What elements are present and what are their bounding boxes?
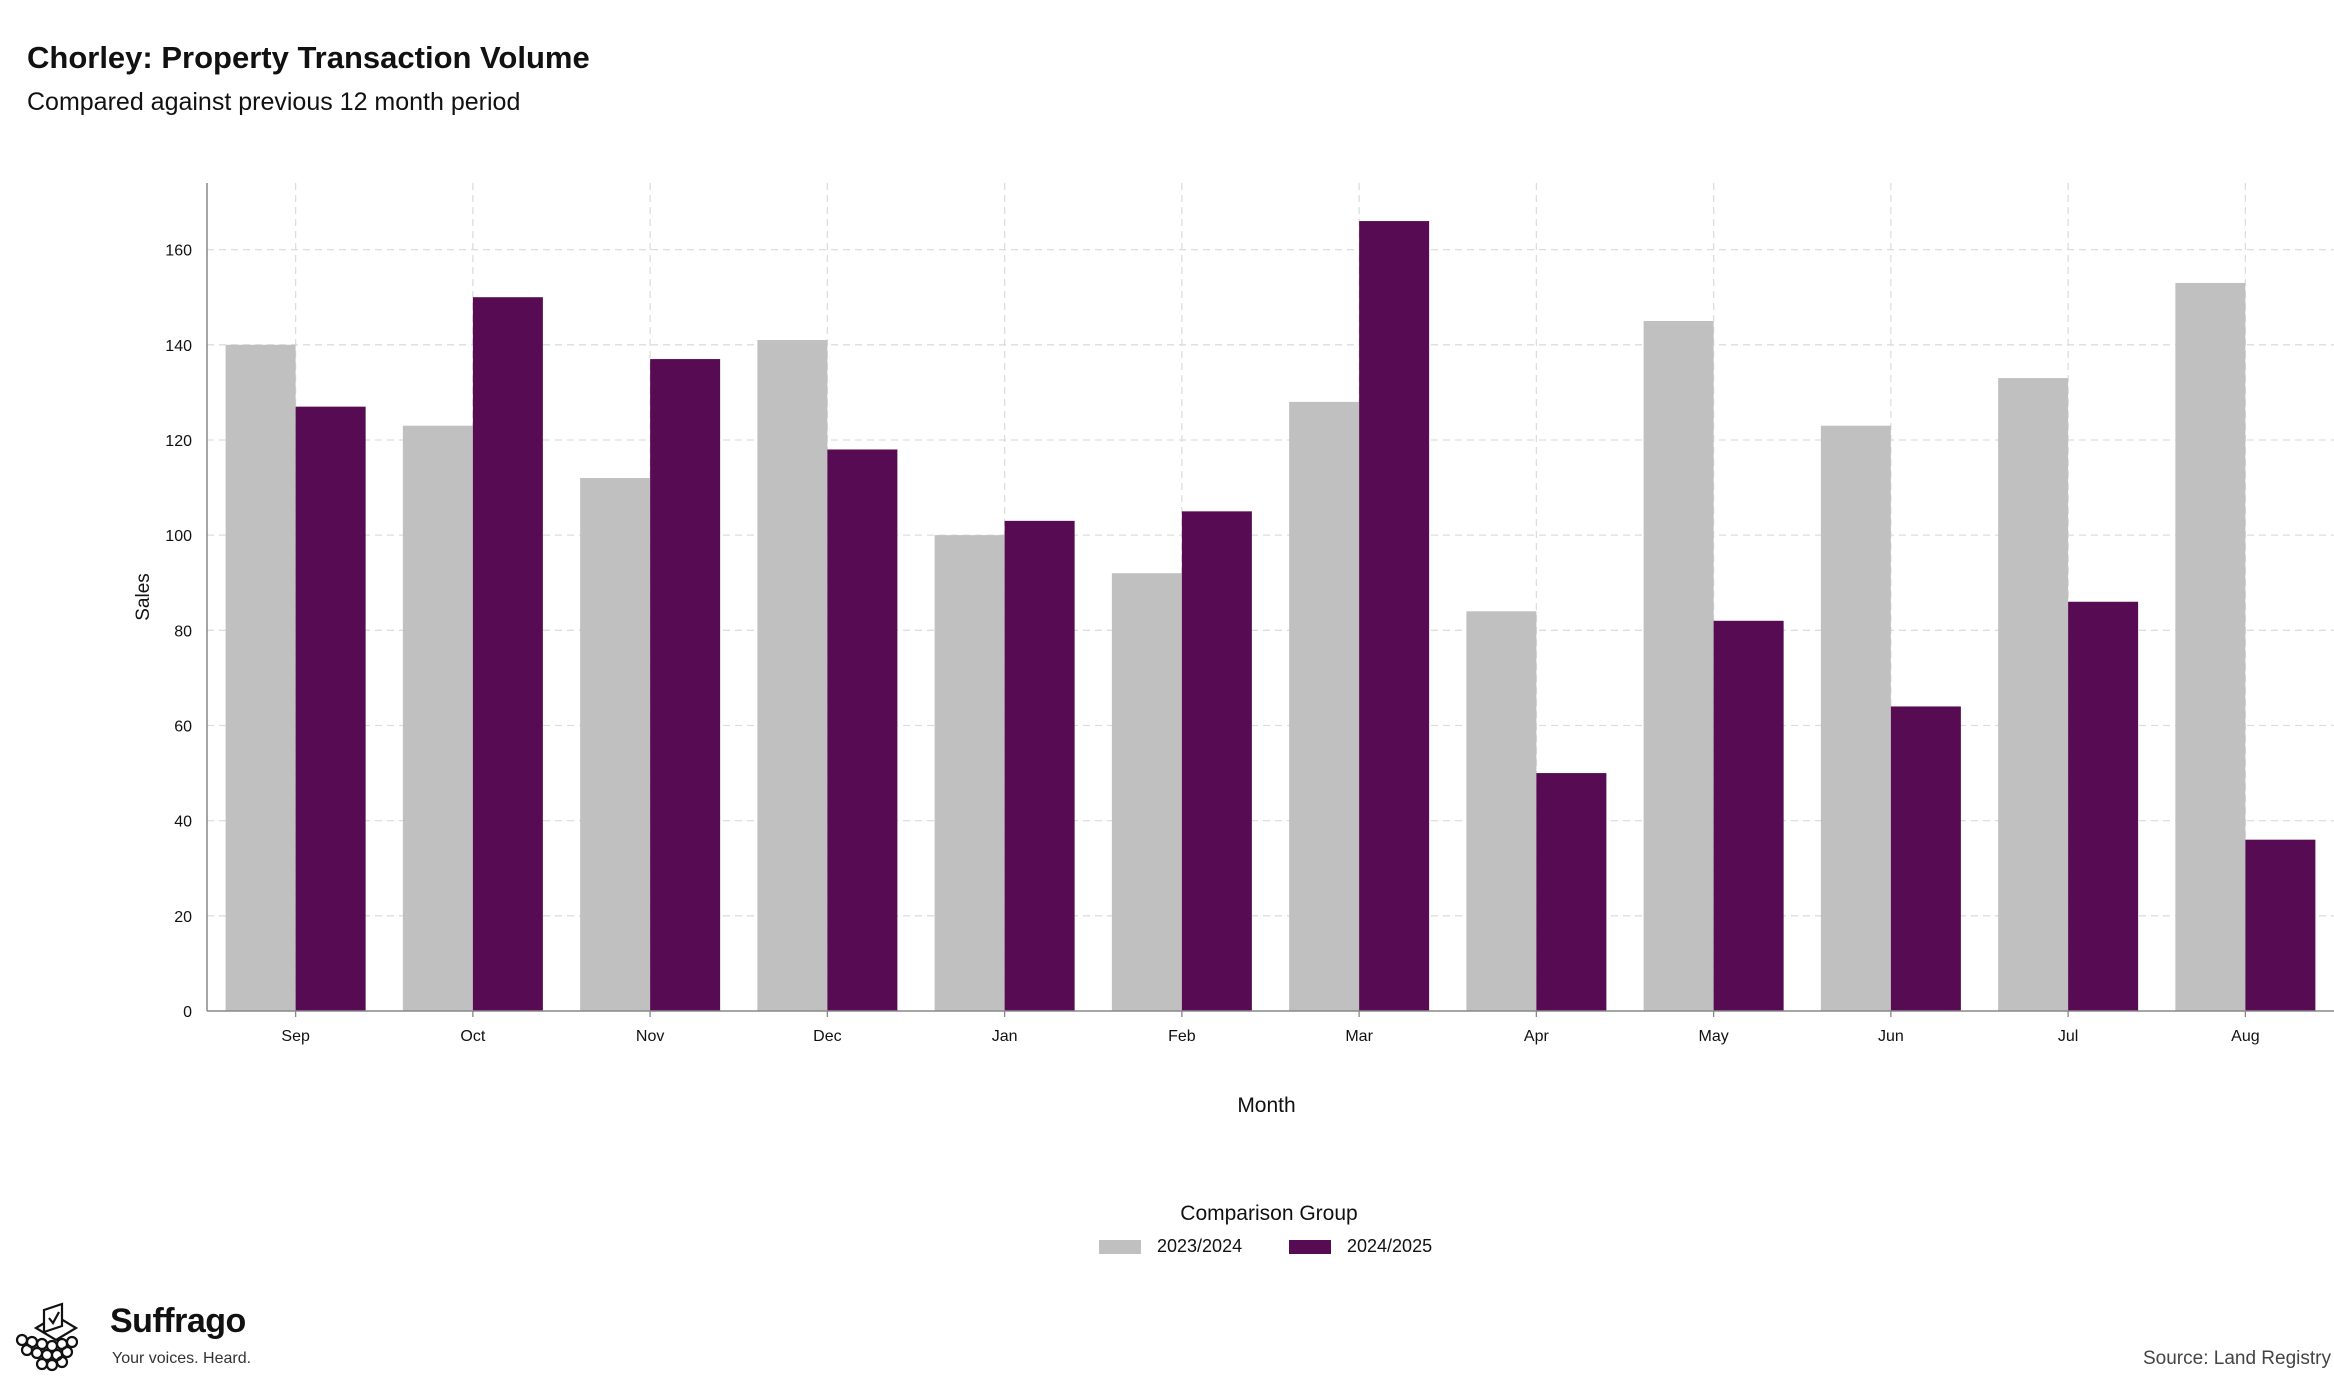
x-tick-label: Oct [460, 1028, 485, 1045]
x-tick-label: Sep [281, 1028, 310, 1045]
x-tick-label: Jul [2058, 1028, 2078, 1045]
chart-subtitle: Compared against previous 12 month perio… [27, 88, 521, 116]
bar-2023-2024-apr [1466, 611, 1537, 1011]
y-tick-label: 60 [174, 718, 192, 735]
legend-swatch-2024-2025 [1289, 1239, 1331, 1254]
legend-item-2024-2025: 2024/2025 [1289, 1236, 1432, 1257]
bar-2023-2024-aug [2175, 282, 2246, 1011]
legend-label-2024-2025: 2024/2025 [1347, 1236, 1433, 1256]
y-tick-label: 0 [183, 1004, 192, 1021]
bar-2024-2025-apr [1536, 773, 1607, 1011]
bar-2023-2024-jun [1820, 425, 1891, 1011]
bar-2024-2025-jun [1890, 706, 1961, 1011]
y-tick-label: 160 [165, 243, 192, 260]
bar-2024-2025-feb [1181, 511, 1252, 1011]
y-tick-label: 80 [174, 623, 192, 640]
bar-2023-2024-mar [1289, 401, 1360, 1011]
x-tick-label: Feb [1168, 1028, 1196, 1045]
bar-2023-2024-nov [580, 478, 651, 1011]
bar-2024-2025-jul [2068, 601, 2139, 1011]
brand-tagline: Your voices. Heard. [112, 1350, 252, 1367]
y-tick-label: 140 [165, 338, 192, 355]
bar-2024-2025-dec [827, 449, 898, 1011]
y-tick-label: 120 [165, 433, 192, 450]
legend-title: Comparison Group [1180, 1202, 1358, 1225]
y-tick-label: 40 [174, 814, 192, 831]
bar-2024-2025-nov [650, 359, 721, 1011]
x-tick-label: Aug [2231, 1028, 2259, 1045]
bar-2023-2024-may [1643, 321, 1714, 1011]
bar-2024-2025-sep [295, 406, 366, 1012]
x-tick-label: Jan [992, 1028, 1018, 1045]
x-tick-label: Jun [1878, 1028, 1904, 1045]
x-tick-label: Apr [1524, 1028, 1550, 1045]
bar-2024-2025-mar [1359, 221, 1430, 1011]
bar-2023-2024-oct [402, 425, 473, 1011]
x-tick-label: Dec [813, 1028, 841, 1045]
bar-2023-2024-jan [934, 535, 1005, 1011]
x-tick-label: Nov [636, 1028, 664, 1045]
bar-2024-2025-may [1713, 620, 1784, 1011]
bar-2023-2024-dec [757, 340, 828, 1011]
y-tick-label: 20 [174, 909, 192, 926]
source-note: Source: Land Registry [2143, 1348, 2331, 1369]
bar-2024-2025-aug [2245, 839, 2316, 1011]
bar-2024-2025-oct [472, 297, 543, 1011]
bar-chart: 0 20 40 60 80 100 120 140 160 Sep Oct Nov Dec Jan Feb M… [133, 183, 2334, 1117]
bar-2023-2024-sep [225, 344, 296, 1011]
x-tick-label: May [1699, 1028, 1729, 1045]
chart-title: Chorley: Property Transaction Volume [27, 40, 590, 75]
y-tick-label: 100 [165, 528, 192, 545]
bar-2024-2025-jan [1004, 520, 1075, 1011]
x-axis-title: Month [1237, 1094, 1295, 1117]
bar-2023-2024-jul [1998, 378, 2069, 1011]
legend-item-2023-2024: 2023/2024 [1099, 1236, 1242, 1257]
y-axis-title: Sales [133, 573, 154, 621]
ballot-box-icon [15, 1302, 79, 1372]
legend-label-2023-2024: 2023/2024 [1157, 1236, 1243, 1256]
x-tick-label: Mar [1345, 1028, 1373, 1045]
legend-swatch-2023-2024 [1099, 1239, 1141, 1254]
bar-2023-2024-feb [1111, 573, 1182, 1011]
brand-name: Suffrago [110, 1302, 246, 1340]
